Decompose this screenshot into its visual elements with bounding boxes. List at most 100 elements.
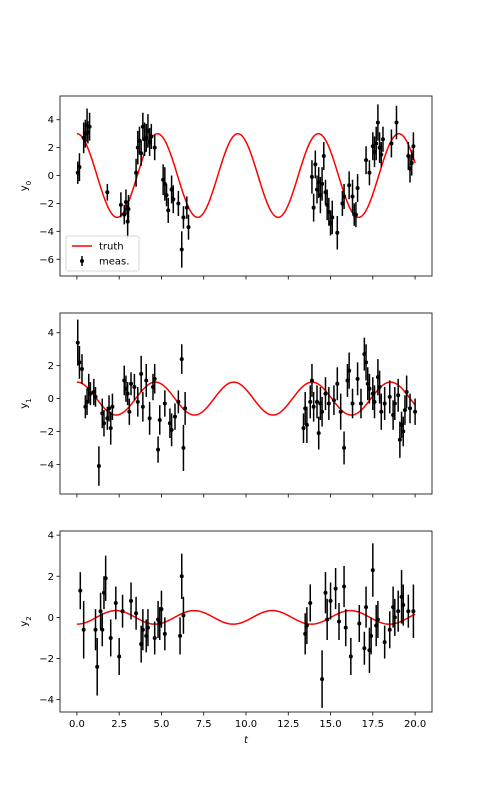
data-point bbox=[401, 429, 406, 434]
y-tick-label: 4 bbox=[48, 115, 54, 126]
y-tick-label: 4 bbox=[48, 531, 54, 542]
data-point bbox=[409, 160, 414, 165]
legend-meas-marker bbox=[80, 259, 84, 263]
subplot-bottom: −4 −2 0 2 4 0.0 2.5 5.0 7.5 10.0 12.5 15.0 17.5 20.0 y… bbox=[19, 530, 433, 746]
x-tick-label: 10.0 bbox=[235, 719, 257, 730]
data-point bbox=[367, 386, 372, 391]
y-tick-label: −2 bbox=[39, 654, 54, 665]
data-point bbox=[394, 120, 399, 125]
data-point bbox=[134, 611, 139, 616]
data-point bbox=[411, 144, 416, 149]
data-point bbox=[325, 617, 330, 622]
data-point bbox=[342, 584, 347, 589]
data-point bbox=[98, 609, 103, 614]
data-point bbox=[179, 357, 184, 362]
legend-box bbox=[65, 235, 140, 272]
data-point bbox=[406, 609, 411, 614]
data-point bbox=[166, 208, 171, 213]
data-point bbox=[375, 617, 380, 622]
data-point bbox=[79, 366, 84, 371]
data-point bbox=[389, 141, 394, 146]
data-point bbox=[178, 633, 183, 638]
legend-meas-label: meas. bbox=[99, 257, 129, 268]
data-point bbox=[108, 426, 113, 431]
data-point bbox=[101, 421, 106, 426]
y-tick-label: 2 bbox=[48, 361, 54, 372]
x-tick-label: 2.5 bbox=[111, 719, 127, 730]
data-point bbox=[402, 408, 407, 413]
data-point bbox=[181, 445, 186, 450]
data-point bbox=[382, 640, 387, 645]
data-point bbox=[311, 404, 316, 409]
data-point bbox=[77, 360, 82, 365]
data-point bbox=[96, 464, 101, 469]
data-point bbox=[408, 406, 413, 411]
data-point bbox=[353, 212, 358, 217]
truth-line bbox=[76, 381, 416, 416]
data-point bbox=[320, 677, 325, 682]
x-tick-label: 7.5 bbox=[196, 719, 212, 730]
data-point bbox=[335, 381, 340, 386]
data-point bbox=[103, 576, 108, 581]
data-point bbox=[117, 654, 122, 659]
data-point bbox=[309, 378, 314, 383]
data-point bbox=[77, 165, 82, 170]
measurement-series bbox=[78, 543, 416, 708]
data-point bbox=[397, 437, 402, 442]
data-point bbox=[308, 399, 313, 404]
x-axis-label: t bbox=[244, 735, 249, 746]
data-point bbox=[370, 568, 375, 573]
data-point bbox=[129, 381, 134, 386]
data-point bbox=[333, 586, 338, 591]
y-tick-label: −4 bbox=[39, 227, 54, 238]
data-point bbox=[171, 197, 176, 202]
data-point bbox=[411, 609, 416, 614]
data-point bbox=[309, 174, 314, 179]
x-tick-label: 5.0 bbox=[154, 719, 170, 730]
data-point bbox=[335, 230, 340, 235]
data-point bbox=[125, 391, 130, 396]
data-point bbox=[135, 399, 140, 404]
data-point bbox=[396, 609, 401, 614]
y-tick-label: −2 bbox=[39, 199, 54, 210]
truth-line bbox=[76, 609, 416, 625]
data-point bbox=[355, 376, 360, 381]
data-point bbox=[358, 401, 363, 406]
data-point bbox=[387, 627, 392, 632]
data-point bbox=[108, 635, 113, 640]
y-tick-label: 0 bbox=[48, 394, 54, 405]
data-point bbox=[100, 627, 105, 632]
data-point bbox=[107, 406, 112, 411]
data-point bbox=[88, 391, 93, 396]
data-point bbox=[147, 416, 152, 421]
data-point bbox=[127, 409, 132, 414]
data-point bbox=[311, 205, 316, 210]
truth-line bbox=[76, 132, 416, 219]
data-point bbox=[132, 385, 137, 390]
data-point bbox=[181, 215, 186, 220]
data-point bbox=[350, 401, 355, 406]
y-tick-label: −4 bbox=[39, 460, 54, 471]
data-point bbox=[140, 404, 145, 409]
data-point bbox=[186, 225, 191, 230]
data-point bbox=[350, 194, 355, 199]
data-point bbox=[320, 409, 325, 414]
data-point bbox=[120, 609, 125, 614]
data-point bbox=[343, 625, 348, 630]
y-tick-label: −6 bbox=[39, 255, 54, 266]
data-point bbox=[379, 152, 384, 157]
data-point bbox=[413, 409, 418, 414]
data-point bbox=[145, 625, 150, 630]
data-point bbox=[113, 600, 118, 605]
data-point bbox=[176, 399, 181, 404]
data-point bbox=[338, 409, 343, 414]
data-point bbox=[75, 340, 80, 345]
data-point bbox=[387, 394, 392, 399]
data-point bbox=[156, 447, 161, 452]
data-point bbox=[328, 598, 333, 603]
data-point bbox=[377, 385, 382, 390]
x-tick-label: 0.0 bbox=[69, 719, 85, 730]
data-point bbox=[308, 600, 313, 605]
data-point bbox=[392, 615, 397, 620]
data-point bbox=[179, 574, 184, 579]
